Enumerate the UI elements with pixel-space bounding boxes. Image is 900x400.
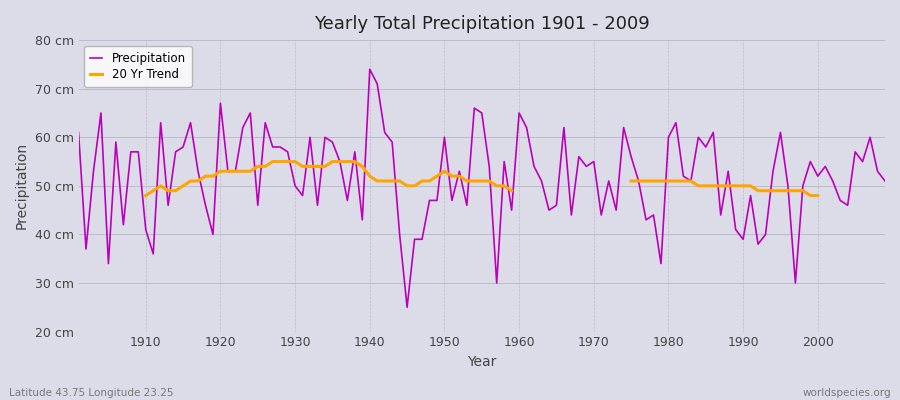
20 Yr Trend (364, 174, 375, 178)
20 Yr Trend (417, 178, 428, 183)
Legend: Precipitation, 20 Yr Trend: Precipitation, 20 Yr Trend (85, 46, 192, 87)
20 Yr Trend (267, 159, 278, 164)
20 Yr Trend (394, 178, 405, 183)
Line: Precipitation: Precipitation (78, 69, 885, 307)
20 Yr Trend (230, 169, 241, 174)
20 Yr Trend (283, 159, 293, 164)
20 Yr Trend (335, 159, 346, 164)
20 Yr Trend (424, 178, 435, 183)
20 Yr Trend (200, 174, 211, 178)
20 Yr Trend (476, 178, 487, 183)
Precipitation (342, 198, 353, 203)
20 Yr Trend (462, 178, 472, 183)
20 Yr Trend (148, 188, 158, 193)
20 Yr Trend (446, 174, 457, 178)
20 Yr Trend (238, 169, 248, 174)
20 Yr Trend (327, 159, 338, 164)
20 Yr Trend (177, 184, 188, 188)
Precipitation (297, 193, 308, 198)
20 Yr Trend (469, 178, 480, 183)
Text: Latitude 43.75 Longitude 23.25: Latitude 43.75 Longitude 23.25 (9, 388, 174, 398)
20 Yr Trend (170, 188, 181, 193)
20 Yr Trend (454, 174, 464, 178)
20 Yr Trend (274, 159, 285, 164)
20 Yr Trend (312, 164, 323, 169)
20 Yr Trend (252, 164, 263, 169)
Y-axis label: Precipitation: Precipitation (15, 142, 29, 230)
20 Yr Trend (439, 169, 450, 174)
20 Yr Trend (290, 159, 301, 164)
Line: 20 Yr Trend: 20 Yr Trend (146, 162, 511, 196)
20 Yr Trend (387, 178, 398, 183)
Precipitation (364, 67, 375, 72)
Precipitation (401, 305, 412, 310)
20 Yr Trend (163, 188, 174, 193)
X-axis label: Year: Year (467, 355, 497, 369)
Precipitation (521, 125, 532, 130)
20 Yr Trend (401, 184, 412, 188)
20 Yr Trend (357, 164, 368, 169)
20 Yr Trend (208, 174, 219, 178)
20 Yr Trend (320, 164, 330, 169)
Precipitation (618, 125, 629, 130)
20 Yr Trend (491, 184, 502, 188)
Precipitation (133, 150, 144, 154)
20 Yr Trend (193, 178, 203, 183)
Title: Yearly Total Precipitation 1901 - 2009: Yearly Total Precipitation 1901 - 2009 (314, 15, 650, 33)
20 Yr Trend (379, 178, 390, 183)
20 Yr Trend (304, 164, 315, 169)
20 Yr Trend (245, 169, 256, 174)
Precipitation (879, 178, 890, 183)
20 Yr Trend (484, 178, 495, 183)
20 Yr Trend (499, 184, 509, 188)
20 Yr Trend (432, 174, 443, 178)
Text: worldspecies.org: worldspecies.org (803, 388, 891, 398)
20 Yr Trend (156, 184, 166, 188)
20 Yr Trend (140, 193, 151, 198)
20 Yr Trend (222, 169, 233, 174)
20 Yr Trend (260, 164, 271, 169)
20 Yr Trend (215, 169, 226, 174)
Precipitation (73, 130, 84, 135)
20 Yr Trend (506, 188, 517, 193)
20 Yr Trend (297, 164, 308, 169)
20 Yr Trend (342, 159, 353, 164)
Precipitation (528, 164, 539, 169)
20 Yr Trend (185, 178, 196, 183)
20 Yr Trend (372, 178, 382, 183)
20 Yr Trend (349, 159, 360, 164)
20 Yr Trend (410, 184, 420, 188)
